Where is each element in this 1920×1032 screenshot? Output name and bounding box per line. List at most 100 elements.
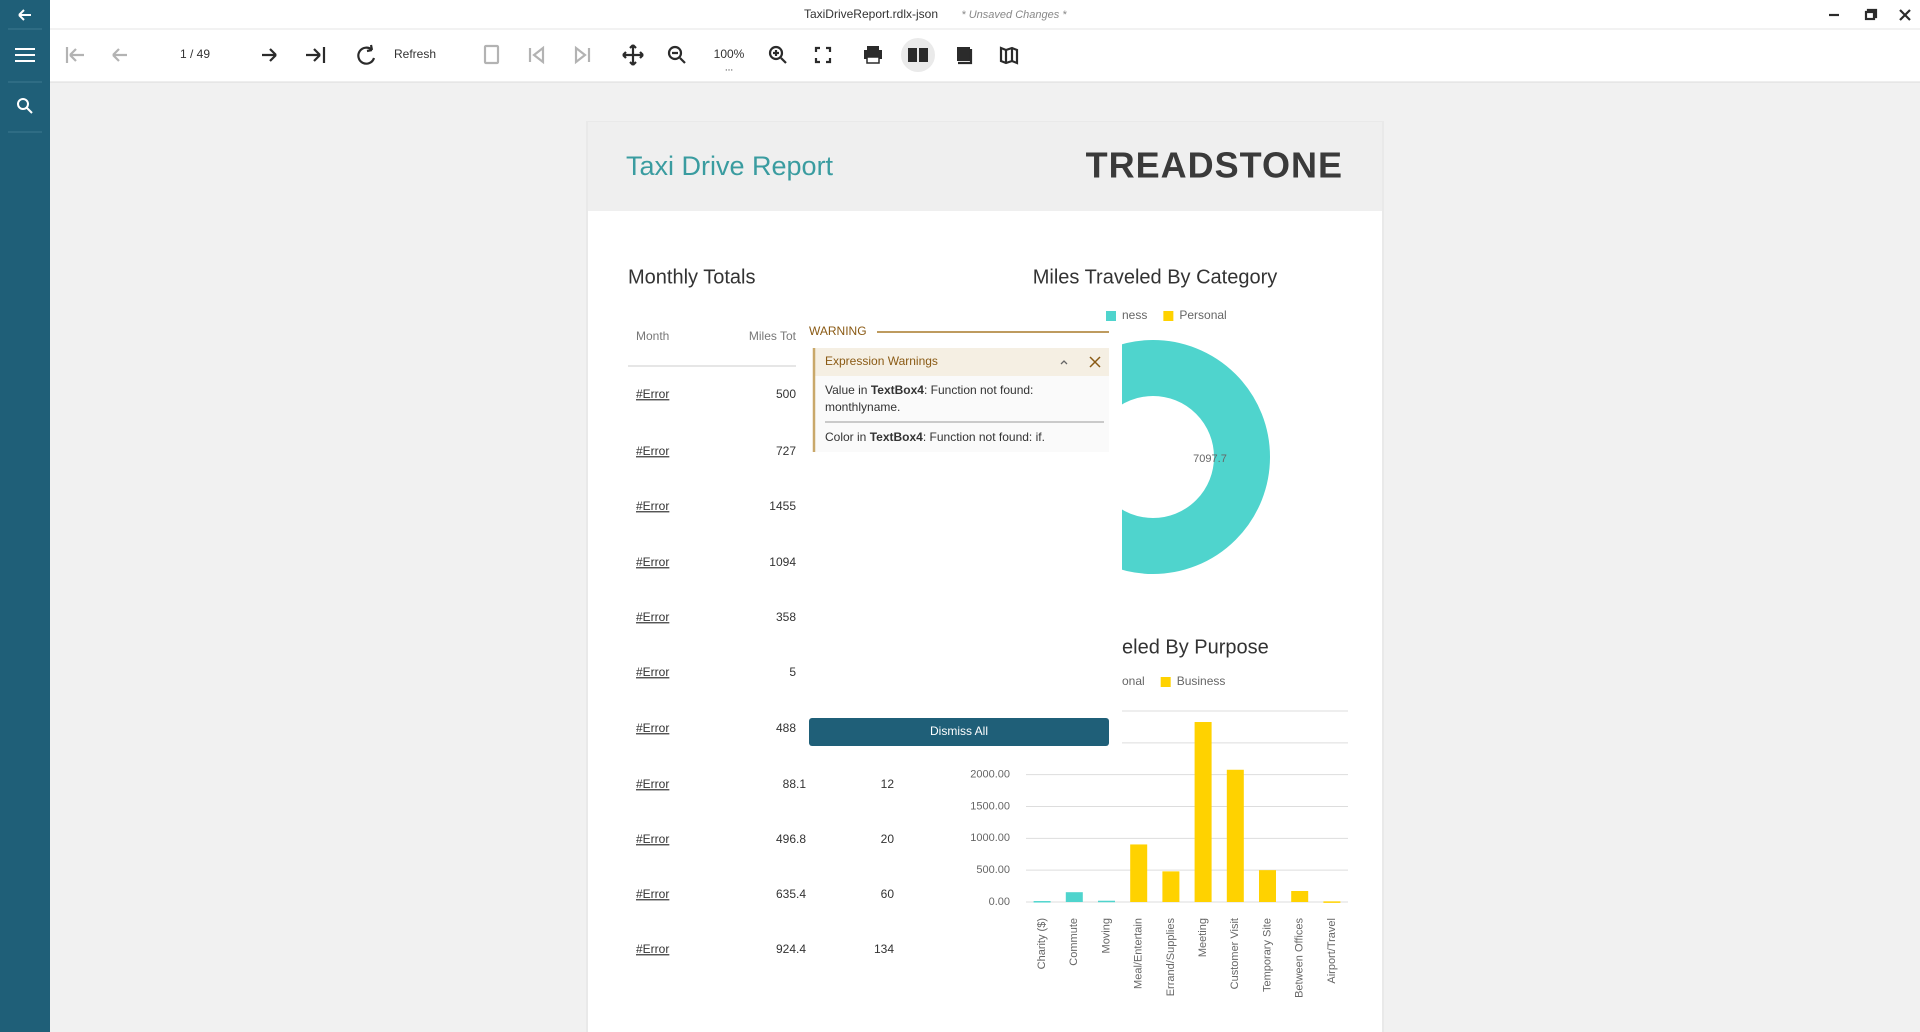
- galley-mode[interactable]: [908, 48, 928, 62]
- miles-cell: 358: [776, 610, 796, 624]
- legend-label: Personal: [1179, 308, 1226, 322]
- miles-cell: 5: [789, 665, 796, 679]
- month-cell[interactable]: #Error: [636, 610, 669, 624]
- month-cell[interactable]: #Error: [636, 777, 669, 791]
- window-restore[interactable]: [1864, 8, 1878, 21]
- legend-label: onal: [1122, 674, 1145, 688]
- prev-page[interactable]: [112, 48, 127, 62]
- month-cell[interactable]: #Error: [636, 887, 669, 901]
- page-indicator[interactable]: 1 / 49: [180, 47, 210, 61]
- sidebar-search[interactable]: [17, 98, 33, 114]
- x-tick-label: Commute: [1068, 918, 1080, 966]
- split-page[interactable]: [483, 44, 500, 65]
- miles-cell: 1094: [769, 555, 796, 569]
- x-tick-label: Charity ($): [1036, 918, 1048, 969]
- print[interactable]: [864, 46, 882, 64]
- bar: [1098, 900, 1115, 903]
- warning-message-cont: monthlyname.: [825, 400, 900, 414]
- y-tick-label: 500.00: [976, 864, 1010, 876]
- warning-message: Value in TextBox4: Function not found:: [825, 383, 1033, 397]
- miles-cell: 1455: [769, 499, 796, 513]
- month-cell[interactable]: #Error: [636, 387, 669, 401]
- first-page[interactable]: [65, 47, 84, 63]
- zoom-options[interactable]: ...: [725, 63, 733, 74]
- donut-label: 7097.7: [1193, 453, 1227, 465]
- window-close[interactable]: [1899, 9, 1911, 21]
- collapse-warnings[interactable]: [1060, 360, 1068, 365]
- month-cell[interactable]: #Error: [636, 665, 669, 679]
- dismiss-button[interactable]: [809, 718, 1109, 746]
- window-title: TaxiDriveReport.rdlx-json: [804, 7, 938, 21]
- prev-section[interactable]: [528, 45, 545, 65]
- zoom-out[interactable]: [667, 45, 686, 64]
- miles-cell: 496.8: [776, 832, 806, 846]
- miles-cell: 727: [776, 444, 796, 458]
- sidebar-back[interactable]: [18, 9, 31, 21]
- zoom-in[interactable]: [768, 45, 787, 64]
- legend-label: Business: [1177, 674, 1226, 688]
- bar: [1065, 892, 1083, 902]
- table-title: Monthly Totals: [628, 266, 755, 288]
- warning-message: Color in TextBox4: Function not found: i…: [825, 430, 1045, 444]
- miles-cell: 488: [776, 721, 796, 735]
- last-page[interactable]: [306, 47, 326, 63]
- bar: [1194, 722, 1212, 902]
- table-header: Month: [636, 329, 669, 343]
- next-page[interactable]: [262, 48, 277, 62]
- miles-cell: 500: [776, 387, 796, 401]
- page-layout[interactable]: [957, 47, 973, 65]
- next-section[interactable]: [574, 45, 591, 65]
- refresh-icon[interactable]: [357, 44, 376, 65]
- miles-cell: 88.1: [783, 777, 807, 791]
- active-toggle: [901, 38, 935, 72]
- sidebar: [0, 0, 50, 1032]
- month-cell[interactable]: #Error: [636, 832, 669, 846]
- month-cell[interactable]: #Error: [636, 555, 669, 569]
- month-cell[interactable]: #Error: [636, 721, 669, 735]
- x-tick-label: Moving: [1100, 918, 1112, 953]
- month-cell[interactable]: #Error: [636, 942, 669, 956]
- miles-cell: 924.4: [776, 942, 806, 956]
- y-tick-label: 1500.00: [970, 800, 1010, 812]
- x-tick-label: Meeting: [1197, 918, 1209, 957]
- report-header: [588, 122, 1382, 211]
- month-cell[interactable]: #Error: [636, 499, 669, 513]
- message-text: : Function not found: if.: [923, 430, 1045, 444]
- map-view[interactable]: [999, 46, 1019, 65]
- count-cell: 12: [881, 777, 895, 791]
- y-tick-label: 0.00: [989, 896, 1010, 908]
- month-cell[interactable]: #Error: [636, 444, 669, 458]
- warning-label: WARNING: [809, 324, 867, 338]
- y-tick-label: 1000.00: [970, 832, 1010, 844]
- x-tick-label: Customer Visit: [1229, 918, 1241, 989]
- close-warnings[interactable]: [1089, 356, 1101, 368]
- warning-header: [813, 348, 1109, 376]
- x-tick-label: Airport/Travel: [1326, 918, 1338, 984]
- chart-title: Miles Traveled By Category: [1033, 266, 1278, 288]
- sidebar-menu[interactable]: [15, 48, 35, 62]
- count-cell: 134: [874, 942, 894, 956]
- zoom-level[interactable]: 100%: [714, 47, 745, 61]
- bar: [1259, 870, 1276, 902]
- bar: [1291, 890, 1309, 902]
- x-tick-label: Temporary Site: [1261, 918, 1273, 992]
- table-header: Miles Tot: [749, 329, 797, 343]
- dismiss-label[interactable]: Dismiss All: [930, 724, 988, 738]
- unsaved-status: * Unsaved Changes *: [961, 9, 1067, 21]
- legend-swatch: [1163, 311, 1174, 321]
- bar: [1130, 844, 1148, 902]
- bar: [1162, 871, 1180, 902]
- fullscreen[interactable]: [814, 46, 832, 64]
- table-rows: #Error 500 #Error 727 #Error 1455 #Error 1094 #E…: [636, 387, 894, 956]
- y-tick-label: 2000.00: [970, 769, 1010, 781]
- refresh-button[interactable]: Refresh: [394, 47, 436, 61]
- toolbar-bg: [0, 0, 1920, 82]
- x-tick-label: Between Offices: [1294, 918, 1306, 998]
- legend-swatch: [1160, 677, 1171, 687]
- pan-mode[interactable]: [622, 44, 644, 66]
- count-cell: 20: [881, 832, 895, 846]
- dismiss-all[interactable]: Dismiss All: [809, 718, 1109, 746]
- miles-cell: 635.4: [776, 887, 806, 901]
